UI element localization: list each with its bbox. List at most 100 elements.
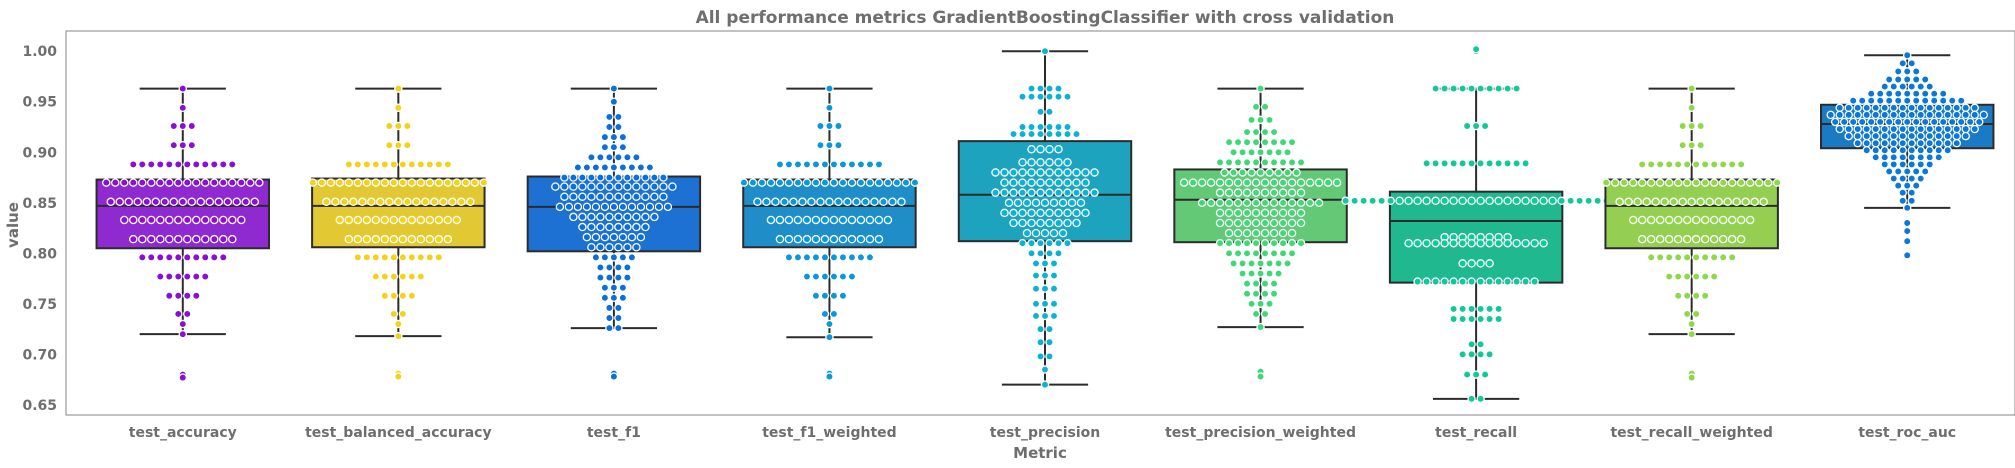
x-tick-label: test_roc_auc (1858, 425, 1956, 441)
swarm-point (1283, 148, 1292, 157)
swarm-point (138, 215, 147, 225)
swarm-point (1889, 82, 1898, 91)
swarm-point (609, 283, 619, 292)
swarm-point (1889, 103, 1898, 113)
swarm-point (793, 215, 803, 225)
swarm-point (1880, 110, 1889, 120)
swarm-point (1956, 96, 1966, 105)
swarm-point (596, 192, 605, 201)
swarm-point (394, 319, 403, 329)
swarm-point (1925, 110, 1934, 120)
swarm-point (1673, 291, 1683, 301)
swarm-point (1494, 314, 1503, 324)
swarm-point (1238, 269, 1247, 278)
swarm-point (1875, 89, 1885, 98)
swarm-point (1036, 144, 1045, 154)
swarm-point (762, 197, 771, 207)
swarm-point (1031, 271, 1041, 280)
swarm-point (1902, 181, 1912, 190)
swarm-point (1902, 167, 1912, 176)
swarm-point (1902, 75, 1912, 84)
outlier-point (1902, 226, 1912, 236)
swarm-point (174, 291, 183, 301)
swarm-point (376, 197, 385, 207)
swarm-point (183, 253, 192, 262)
swarm-point (1530, 238, 1539, 248)
swarm-point (1898, 188, 1907, 197)
swarm-point (1260, 238, 1270, 248)
swarm-point (560, 173, 569, 182)
swarm-point (1691, 160, 1701, 169)
swarm-point (784, 178, 794, 187)
swarm-point (1036, 129, 1045, 139)
swarm-point (403, 121, 412, 131)
swarm-point (1274, 259, 1283, 268)
box-group-test_f1 (526, 84, 702, 381)
swarm-point (1884, 117, 1894, 127)
swarm-point (1063, 188, 1072, 197)
swarm-point (627, 163, 637, 172)
swarm-point (1902, 67, 1912, 76)
swarm-point (1934, 145, 1943, 155)
swarm-point (1251, 127, 1261, 137)
swarm-point (1027, 92, 1036, 101)
swarm-point (847, 272, 857, 281)
swarm-point (398, 178, 408, 187)
swarm-point (605, 112, 614, 122)
swarm-point (201, 272, 210, 281)
swarm-point (1961, 103, 1970, 113)
swarm-point (802, 178, 812, 187)
swarm-point (1018, 188, 1027, 197)
swarm-point (1880, 103, 1889, 113)
swarm-point (1682, 253, 1692, 262)
swarm-point (766, 215, 776, 225)
swarm-point (1938, 89, 1948, 98)
swarm-point (1884, 96, 1894, 105)
swarm-point (403, 140, 412, 150)
swarm-point (1256, 322, 1265, 332)
swarm-point (825, 197, 834, 207)
swarm-point (407, 215, 417, 225)
swarm-point (192, 160, 201, 169)
swarm-point (1242, 238, 1252, 248)
swarm-point (1467, 277, 1476, 286)
swarm-point (1265, 148, 1274, 157)
swarm-point (1242, 198, 1252, 208)
swarm-point (1251, 208, 1261, 218)
swarm-point (1467, 259, 1476, 268)
swarm-point (1054, 158, 1063, 167)
swarm-point (1736, 160, 1746, 169)
swarm-point (1664, 234, 1674, 244)
swarm-point (1494, 238, 1503, 248)
swarm-point (1898, 131, 1907, 141)
swarm-point (1296, 158, 1306, 167)
swarm-point (618, 283, 628, 292)
swarm-point (1637, 178, 1647, 187)
swarm-point (156, 253, 165, 262)
y-tick-label: 0.70 (22, 347, 57, 363)
swarm-point (1655, 253, 1665, 262)
swarm-point (416, 178, 426, 187)
swarm-point (1754, 178, 1764, 187)
swarm-point (856, 160, 866, 169)
swarm-point (1682, 178, 1692, 187)
swarm-point (1682, 160, 1692, 169)
swarm-point (138, 178, 147, 187)
swarm-point (1269, 249, 1279, 258)
swarm-point (1700, 160, 1710, 169)
swarm-point (326, 178, 336, 187)
swarm-point (605, 192, 614, 201)
swarm-point (1260, 102, 1270, 112)
swarm-point (1476, 314, 1485, 324)
swarm-point (1462, 370, 1472, 379)
swarm-point (1691, 291, 1701, 301)
swarm-point (1287, 137, 1297, 147)
swarm-point (1889, 174, 1898, 183)
swarm-point (1031, 284, 1041, 293)
swarm-point (1296, 198, 1306, 208)
swarm-point (1260, 249, 1270, 258)
swarm-point (1732, 197, 1741, 207)
swarm-point (219, 253, 228, 262)
swarm-point (1260, 208, 1270, 218)
swarm-point (775, 178, 785, 187)
